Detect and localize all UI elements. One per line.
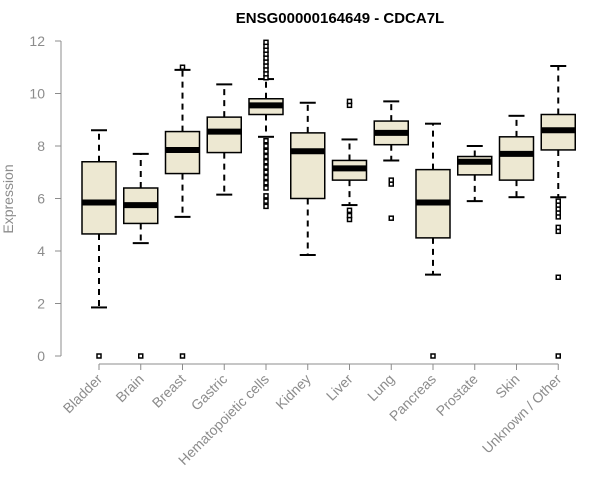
box-group (498, 114, 535, 199)
x-tick-label: Kidney (272, 371, 314, 413)
outlier-point (388, 215, 394, 221)
outlier-point (346, 207, 353, 214)
box-group (415, 122, 451, 359)
box-group (81, 129, 117, 359)
box-body (290, 132, 326, 200)
box-group (123, 152, 159, 359)
box-body (206, 116, 242, 154)
outlier-point (263, 153, 269, 160)
y-tick-label: 12 (29, 33, 45, 49)
box-group (373, 100, 409, 221)
x-tick-label: Bladder (60, 371, 106, 417)
outlier-point (179, 64, 186, 70)
outlier-point (263, 193, 269, 199)
outlier-point (555, 353, 561, 359)
box-group (164, 64, 201, 359)
outlier-point (263, 203, 269, 210)
outlier-point (263, 39, 269, 46)
box-group (457, 145, 493, 203)
y-tick-label: 0 (37, 348, 45, 364)
x-tick-label: Liver (323, 371, 356, 404)
outlier-point (555, 274, 561, 280)
y-tick-label: 8 (37, 138, 45, 154)
outlier-point (96, 353, 102, 359)
x-tick-label: Unknown / Other (479, 371, 565, 457)
box-group (248, 39, 284, 210)
box-group (206, 83, 242, 196)
box-body (498, 136, 535, 181)
outlier-point (263, 148, 269, 154)
outlier-point (388, 177, 394, 183)
outlier-point (430, 353, 436, 359)
outlier-point (346, 98, 353, 105)
outlier-point (263, 143, 269, 149)
outlier-point (263, 185, 269, 191)
x-tick-label: Skin (492, 371, 523, 402)
box-series (81, 39, 576, 359)
x-tick-label: Lung (364, 371, 397, 404)
x-tick-label: Breast (149, 371, 189, 411)
x-tick-label: Prostate (433, 371, 481, 419)
outlier-point (179, 353, 186, 359)
chart-title: ENSG00000164649 - CDCA7L (236, 10, 444, 27)
outlier-point (263, 174, 269, 181)
y-tick-label: 10 (29, 86, 45, 102)
outlier-point (555, 198, 561, 204)
outlier-point (263, 169, 269, 175)
outlier-point (138, 353, 144, 359)
x-tick-label: Brain (112, 371, 146, 405)
y-tick-label: 4 (37, 243, 45, 259)
box-body (81, 161, 117, 235)
box-group (540, 64, 576, 359)
outlier-point (263, 198, 269, 204)
outlier-point (263, 159, 269, 165)
outlier-point (555, 224, 561, 231)
y-axis-label: Expression (0, 164, 16, 233)
box-group (331, 98, 368, 223)
outlier-point (263, 138, 269, 144)
y-axis: 0 2 4 6 8 10 12 (29, 33, 62, 364)
box-group (290, 101, 326, 256)
y-tick-label: 2 (37, 296, 45, 312)
outlier-point (263, 180, 269, 186)
outlier-point (346, 212, 353, 219)
y-tick-label: 6 (37, 191, 45, 207)
outlier-point (263, 164, 269, 170)
